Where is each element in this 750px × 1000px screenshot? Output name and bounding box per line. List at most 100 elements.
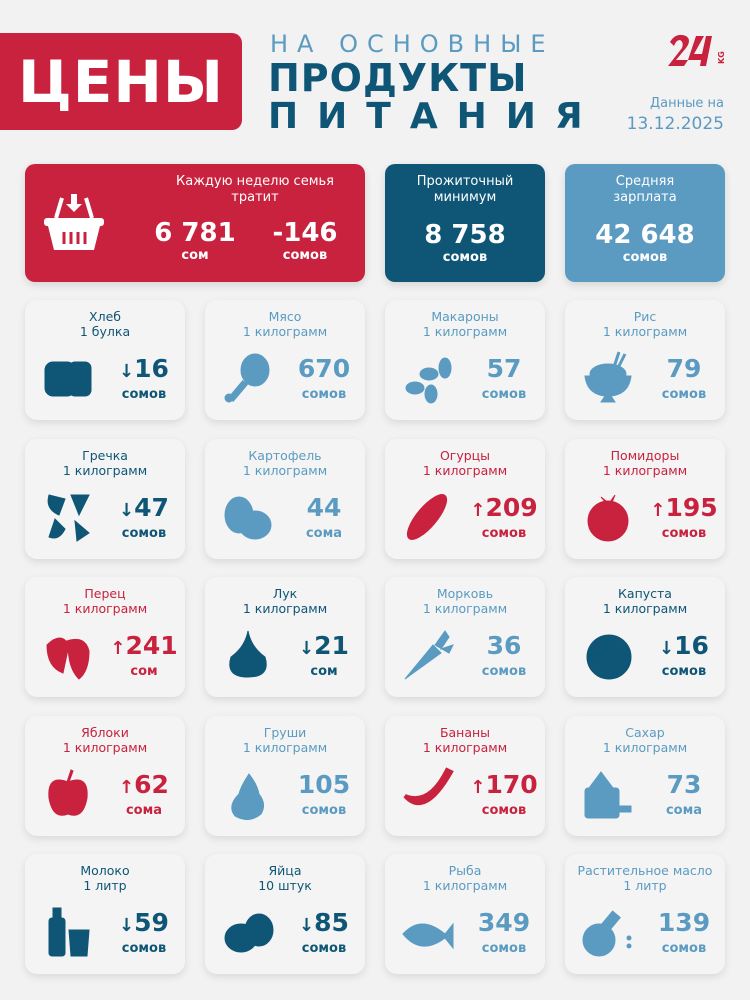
product-price: 139 xyxy=(657,908,711,937)
product-name: Молоко xyxy=(80,863,130,878)
product-name: Макароны xyxy=(431,309,499,324)
product-quantity: 1 килограмм xyxy=(602,739,688,755)
logo-24kg-icon: KG xyxy=(668,34,726,66)
product-quantity: 1 килограмм xyxy=(602,324,688,339)
trend-arrow-icon: ↑ xyxy=(110,638,126,659)
product-card: Морковь 1 килограмм 36 сомов xyxy=(385,577,545,697)
weekly-spend-card: Каждую неделю семья тратит 6 781 сом -146… xyxy=(25,164,365,282)
product-unit: сом xyxy=(310,664,338,679)
product-price: 670 xyxy=(297,354,351,383)
product-name: Хлеб xyxy=(89,309,121,324)
product-unit: сомов xyxy=(661,387,707,402)
trend-arrow-icon: ↑ xyxy=(119,776,135,798)
rice-bowl-icon xyxy=(584,351,632,403)
tomato-icon xyxy=(587,494,629,541)
oil-icon xyxy=(582,910,632,957)
product-name: Бананы xyxy=(439,724,491,740)
milk-icon xyxy=(48,907,90,957)
basket-icon xyxy=(44,194,104,250)
banana-icon xyxy=(403,766,454,805)
product-unit: сомов xyxy=(661,941,707,956)
product-quantity: 1 килограмм xyxy=(242,739,328,755)
product-card: Рыба 1 килограмм 349 сомов xyxy=(385,854,545,974)
product-price: 170 xyxy=(485,769,538,799)
title-line-2: ПРОДУКТЫ xyxy=(268,56,528,100)
apple-icon xyxy=(48,768,88,816)
product-name: Картофель xyxy=(248,447,322,463)
product-unit: сомов xyxy=(481,802,527,818)
product-price: 85 xyxy=(314,908,349,937)
title-line-1: НА ОСНОВНЫЕ xyxy=(270,30,555,58)
cucumber-icon xyxy=(406,493,448,540)
minimum-label: Прожиточный минимум xyxy=(416,174,514,205)
product-price: 44 xyxy=(306,492,342,522)
product-unit: сомов xyxy=(481,664,527,679)
product-name: Сахар xyxy=(625,724,665,740)
product-unit: сомов xyxy=(661,664,707,679)
weekly-change-unit: сомов xyxy=(282,248,328,263)
carrot-icon xyxy=(404,630,454,680)
product-name: Перец xyxy=(84,586,126,601)
salary-label: Средняя зарплата xyxy=(613,174,677,205)
onion-icon xyxy=(229,630,267,678)
product-quantity: 1 литр xyxy=(623,878,667,893)
product-name: Яйца xyxy=(268,863,302,878)
product-unit: сома xyxy=(305,525,343,541)
eggs-icon xyxy=(224,913,274,953)
product-price: 59 xyxy=(134,908,169,937)
product-name: Груши xyxy=(263,724,307,740)
product-price: 16 xyxy=(134,354,169,383)
product-card: Рис 1 килограмм 79 сомов xyxy=(565,300,725,420)
product-card: Капуста 1 килограмм ↓16 сомов xyxy=(565,577,725,697)
product-quantity: 1 килограмм xyxy=(422,739,508,755)
product-quantity: 1 килограмм xyxy=(602,601,688,616)
trend-arrow-icon: ↓ xyxy=(299,638,315,659)
product-card: Яблоки 1 килограмм ↑62 сома xyxy=(25,715,185,836)
product-unit: сом xyxy=(130,664,158,679)
trend-arrow-icon: ↓ xyxy=(119,499,135,521)
salary-unit: сомов xyxy=(622,250,668,265)
product-price: 47 xyxy=(134,492,169,522)
product-card: Лук 1 килограмм ↓21 сом xyxy=(205,577,365,697)
product-card: Картофель 1 килограмм 44 сома xyxy=(205,438,365,559)
salary-value: 42 648 xyxy=(595,220,695,250)
product-price: 79 xyxy=(666,354,702,383)
product-unit: сомов xyxy=(481,387,527,402)
product-name: Яблоки xyxy=(81,724,129,740)
product-quantity: 1 килограмм xyxy=(242,462,328,478)
product-unit: сома xyxy=(125,802,163,818)
date-label: Данные на xyxy=(650,96,724,111)
product-name: Морковь xyxy=(436,586,494,601)
pear-icon xyxy=(231,772,265,820)
sugar-icon xyxy=(584,770,632,818)
product-quantity: 1 килограмм xyxy=(422,324,508,339)
product-quantity: 1 килограмм xyxy=(422,462,508,478)
fish-icon xyxy=(402,922,454,950)
trend-arrow-icon: ↓ xyxy=(119,361,135,382)
product-unit: сомов xyxy=(301,941,347,956)
product-price: 36 xyxy=(486,631,522,660)
product-quantity: 1 килограмм xyxy=(422,601,508,616)
product-unit: сомов xyxy=(121,941,167,956)
product-name: Рис xyxy=(633,309,657,324)
product-card: Сахар 1 килограмм 73 сома xyxy=(565,715,725,836)
product-quantity: 1 килограмм xyxy=(62,462,148,478)
product-unit: сомов xyxy=(661,525,707,541)
product-quantity: 1 килограмм xyxy=(602,462,688,478)
product-price: 349 xyxy=(477,908,531,937)
product-quantity: 1 литр xyxy=(83,878,127,893)
trend-arrow-icon: ↓ xyxy=(659,638,675,659)
meat-icon xyxy=(224,353,270,403)
trend-arrow-icon: ↓ xyxy=(299,915,315,936)
product-name: Капуста xyxy=(618,586,672,601)
product-card: Бананы 1 килограмм ↑170 сомов xyxy=(385,715,545,836)
cabbage-icon xyxy=(586,634,632,680)
trend-arrow-icon: ↑ xyxy=(470,776,486,798)
product-quantity: 10 штук xyxy=(258,878,312,893)
product-card: Перец 1 килограмм ↑241 сом xyxy=(25,577,185,697)
svg-text:KG: KG xyxy=(717,51,726,64)
potato-icon xyxy=(224,496,272,539)
trend-arrow-icon: ↓ xyxy=(119,915,135,936)
weekly-unit: сом xyxy=(181,248,209,263)
product-unit: сомов xyxy=(301,802,347,818)
